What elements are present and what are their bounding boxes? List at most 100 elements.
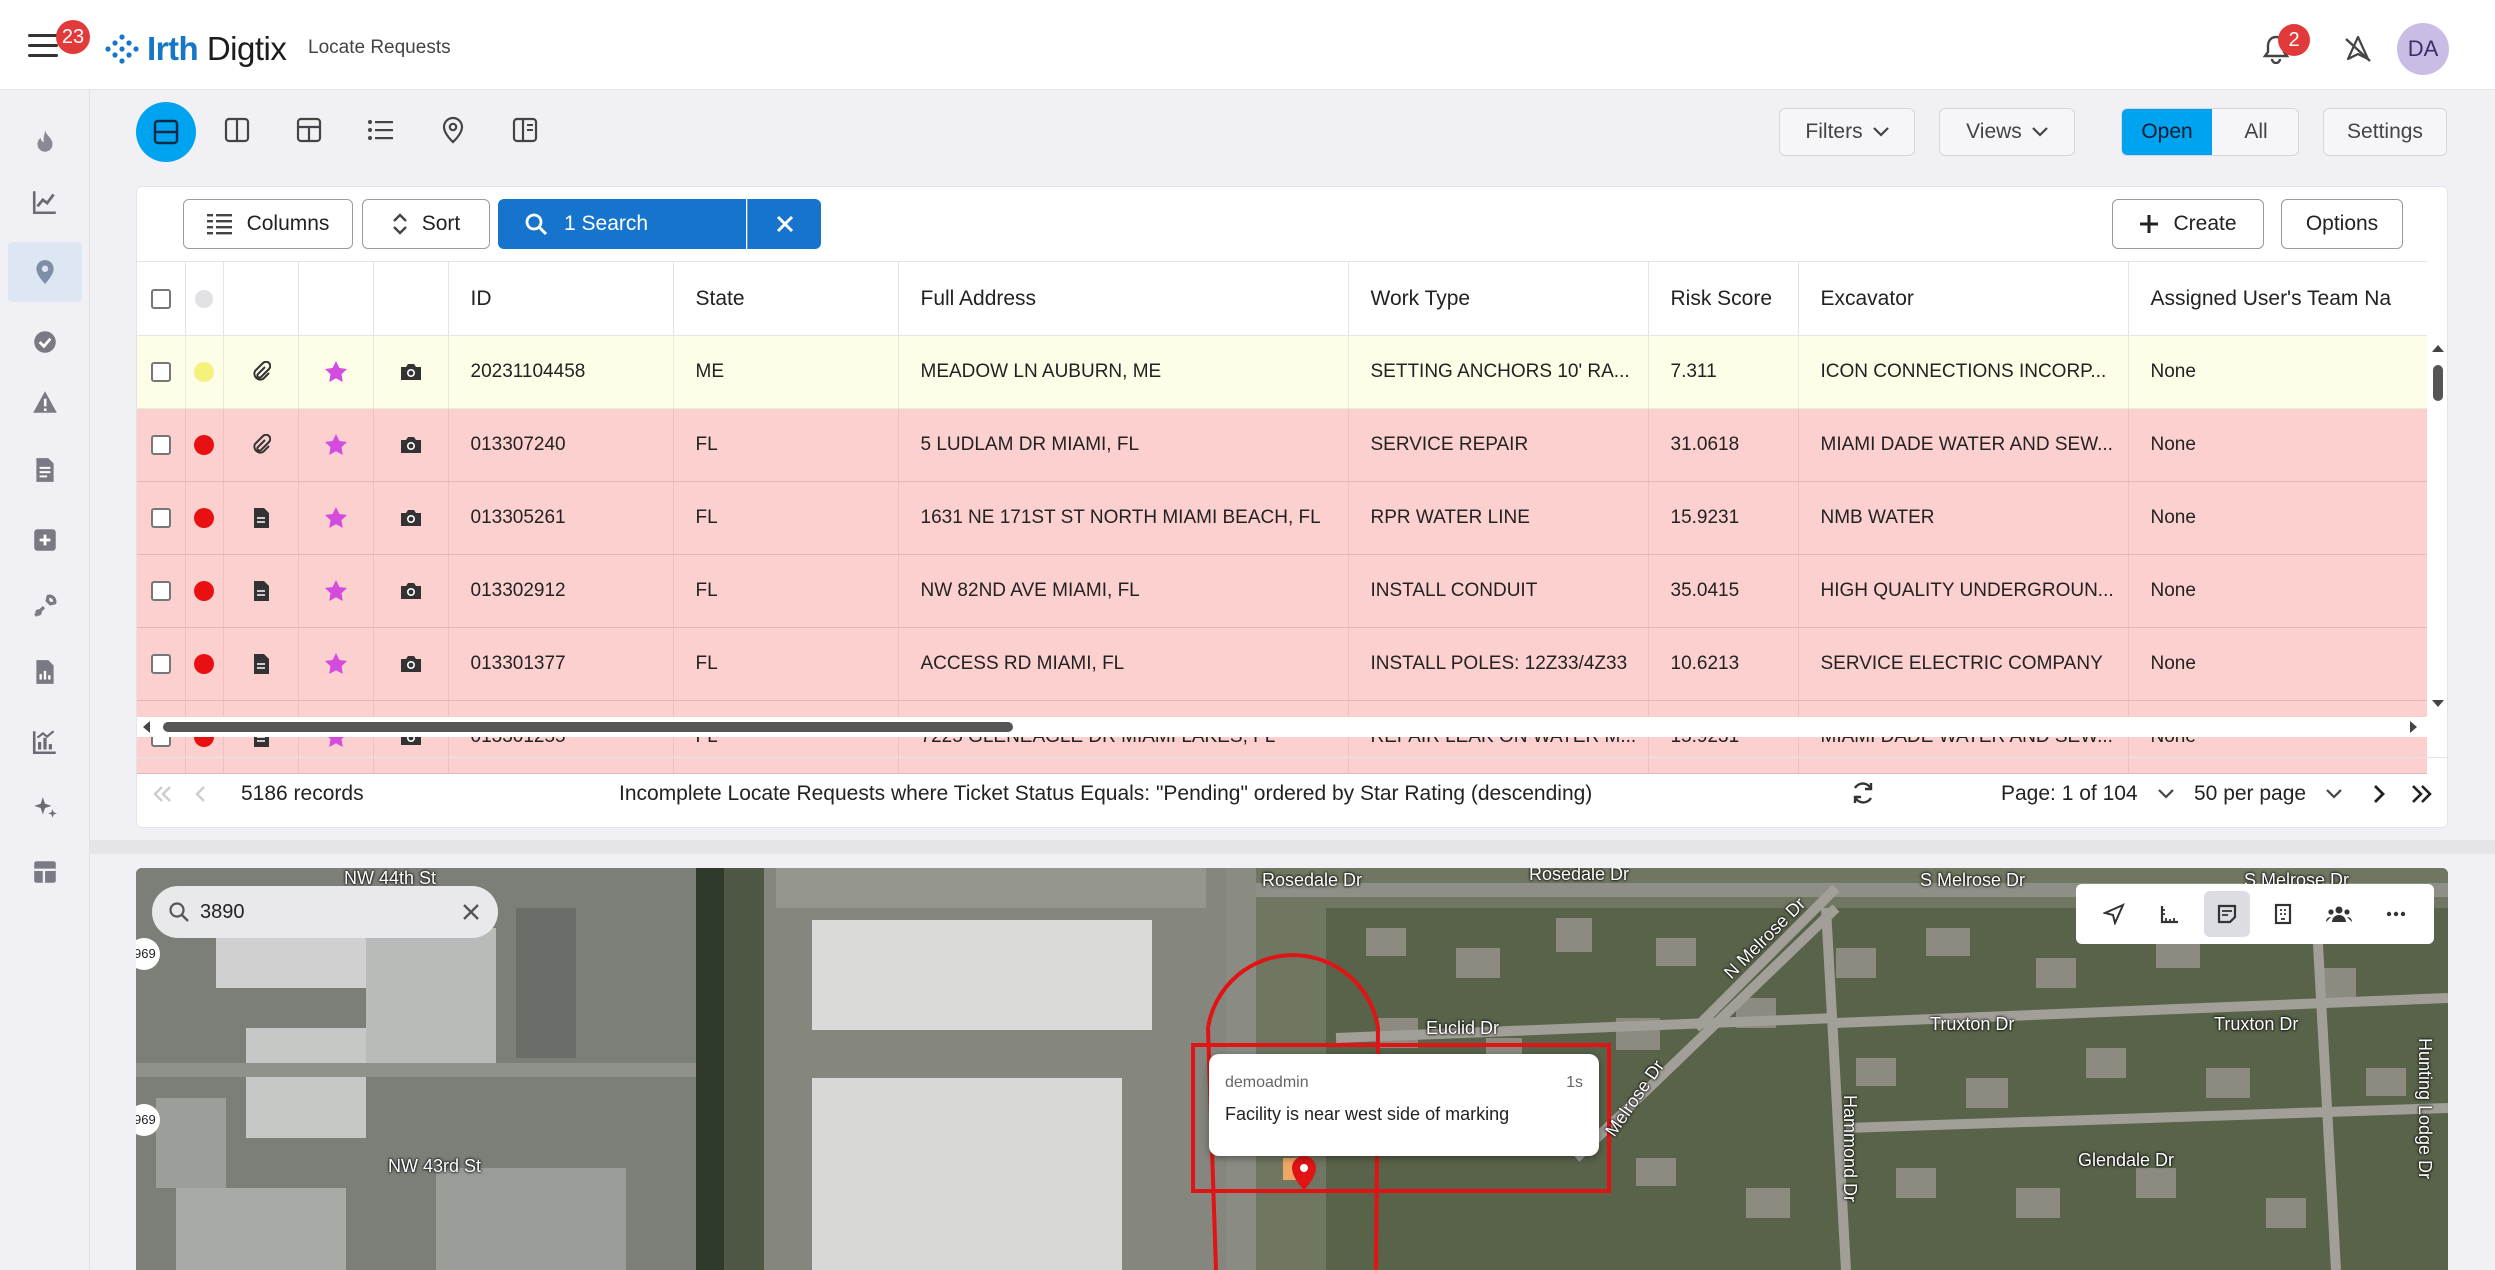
sidebar-item-tools[interactable]: [8, 576, 82, 636]
next-page-icon[interactable]: [2372, 783, 2386, 805]
row-select-cell[interactable]: [137, 335, 186, 409]
column-header-id[interactable]: ID: [448, 261, 674, 336]
row-attachment-cell[interactable]: [223, 700, 299, 774]
sidebar-item-layout[interactable]: [8, 842, 82, 902]
row-checkbox[interactable]: [150, 654, 171, 674]
all-toggle-button[interactable]: All: [2244, 120, 2268, 143]
layout-grid-button[interactable]: [287, 108, 331, 152]
row-photo-cell[interactable]: [373, 700, 449, 774]
sidebar-item-document[interactable]: [8, 440, 82, 500]
map-panel[interactable]: Rosedale Dr Rosedale Dr S Melrose Dr S M…: [136, 868, 2448, 1270]
column-header-excavator[interactable]: Excavator: [1798, 261, 2129, 336]
row-select-cell[interactable]: [137, 627, 186, 701]
refresh-icon[interactable]: [1850, 780, 1876, 806]
layout-split-vertical-button[interactable]: [215, 108, 259, 152]
row-photo-cell[interactable]: [373, 481, 449, 555]
columns-button[interactable]: Columns: [183, 199, 353, 249]
first-page-icon[interactable]: [151, 784, 173, 804]
horizontal-scroll-thumb[interactable]: [163, 722, 1013, 732]
open-toggle-button[interactable]: Open: [2122, 109, 2212, 155]
cell-id[interactable]: 013307240: [448, 408, 674, 482]
clear-map-search-icon[interactable]: [462, 903, 480, 921]
sidebar-item-map-pin[interactable]: [8, 242, 82, 302]
clear-search-button[interactable]: [747, 199, 821, 249]
per-page-selector[interactable]: 50 per page: [2194, 782, 2342, 806]
location-off-icon[interactable]: [2342, 33, 2374, 65]
row-checkbox[interactable]: [150, 435, 171, 455]
table-row[interactable]: 013302912 FL NW 82ND AVE MIAMI, FL INSTALL …: [137, 554, 2427, 628]
row-photo-cell[interactable]: [373, 554, 449, 628]
vertical-scroll-thumb[interactable]: [2433, 365, 2443, 401]
map-teams-button[interactable]: [2316, 891, 2362, 937]
column-header-risk-score[interactable]: Risk Score: [1648, 261, 1799, 336]
sidebar-item-plus[interactable]: [8, 510, 82, 570]
row-star-cell[interactable]: [298, 700, 374, 774]
sidebar-item-warning[interactable]: [8, 372, 82, 432]
scroll-right-icon[interactable]: [2407, 717, 2421, 737]
row-attachment-cell[interactable]: [223, 335, 299, 409]
map-more-button[interactable]: [2373, 891, 2419, 937]
row-select-cell[interactable]: [137, 700, 186, 774]
map-locate-button[interactable]: [2091, 891, 2137, 937]
sidebar-item-flame[interactable]: [8, 112, 82, 172]
table-row[interactable]: 013301377 FL ACCESS RD MIAMI, FL INSTALL PO…: [137, 627, 2427, 701]
options-button[interactable]: Options: [2281, 199, 2403, 249]
page-selector[interactable]: Page: 1 of 104: [2001, 782, 2174, 806]
views-dropdown[interactable]: Views: [1939, 108, 2075, 156]
row-checkbox[interactable]: [150, 508, 171, 528]
map-building-button[interactable]: [2260, 891, 2306, 937]
row-attachment-cell[interactable]: [223, 481, 299, 555]
cell-id[interactable]: 20231104458: [448, 335, 674, 409]
row-select-cell[interactable]: [137, 408, 186, 482]
pane-splitter[interactable]: [90, 840, 2495, 854]
scroll-up-icon[interactable]: [2427, 341, 2448, 355]
row-checkbox[interactable]: [150, 362, 171, 382]
horizontal-scrollbar[interactable]: [137, 717, 2427, 737]
row-attachment-cell[interactable]: [223, 554, 299, 628]
map-search-box[interactable]: 3890: [152, 886, 498, 938]
search-chip[interactable]: 1 Search: [498, 199, 746, 249]
scroll-down-icon[interactable]: [2427, 697, 2448, 711]
cell-id[interactable]: 013305261: [448, 481, 674, 555]
sidebar-item-trend-chart[interactable]: [8, 172, 82, 232]
layout-split-horizontal-button[interactable]: [136, 102, 196, 162]
user-avatar[interactable]: DA: [2397, 23, 2449, 75]
scroll-left-icon[interactable]: [139, 717, 153, 737]
row-star-cell[interactable]: [298, 554, 374, 628]
row-attachment-cell[interactable]: [223, 408, 299, 482]
row-star-cell[interactable]: [298, 408, 374, 482]
last-page-icon[interactable]: [2410, 783, 2434, 805]
row-checkbox[interactable]: [150, 581, 171, 601]
list-view-button[interactable]: [359, 108, 403, 152]
filters-dropdown[interactable]: Filters: [1779, 108, 1915, 156]
row-star-cell[interactable]: [298, 335, 374, 409]
select-all-checkbox[interactable]: [150, 288, 171, 309]
vertical-scrollbar[interactable]: [2427, 335, 2448, 717]
cell-id[interactable]: 013301255: [448, 700, 674, 774]
row-star-cell[interactable]: [298, 627, 374, 701]
map-measure-button[interactable]: [2147, 891, 2193, 937]
table-row[interactable]: 20231104458 ME MEADOW LN AUBURN, ME SETTING…: [137, 335, 2427, 409]
map-search-input[interactable]: 3890: [200, 900, 245, 923]
sidebar-item-sparkle[interactable]: [8, 778, 82, 838]
column-header-work-type[interactable]: Work Type: [1348, 261, 1649, 336]
column-header-state[interactable]: State: [673, 261, 899, 336]
row-photo-cell[interactable]: [373, 408, 449, 482]
panel-view-button[interactable]: [503, 108, 547, 152]
sidebar-item-check-circle[interactable]: [8, 312, 82, 372]
sidebar-item-analytics[interactable]: [8, 712, 82, 772]
row-select-cell[interactable]: [137, 481, 186, 555]
table-row[interactable]: 013307240 FL 5 LUDLAM DR MIAMI, FL SERVICE …: [137, 408, 2427, 482]
row-photo-cell[interactable]: [373, 627, 449, 701]
row-select-cell[interactable]: [137, 554, 186, 628]
hamburger-menu-icon[interactable]: [28, 33, 60, 59]
map-notes-button[interactable]: [2203, 891, 2250, 937]
sidebar-item-report[interactable]: [8, 642, 82, 702]
row-photo-cell[interactable]: [373, 335, 449, 409]
row-star-cell[interactable]: [298, 481, 374, 555]
select-all-header[interactable]: [137, 261, 186, 336]
row-attachment-cell[interactable]: [223, 627, 299, 701]
column-header-address[interactable]: Full Address: [898, 261, 1349, 336]
settings-button[interactable]: Settings: [2323, 108, 2447, 156]
table-row[interactable]: 013305261 FL 1631 NE 171ST ST NORTH MIAMI …: [137, 481, 2427, 555]
